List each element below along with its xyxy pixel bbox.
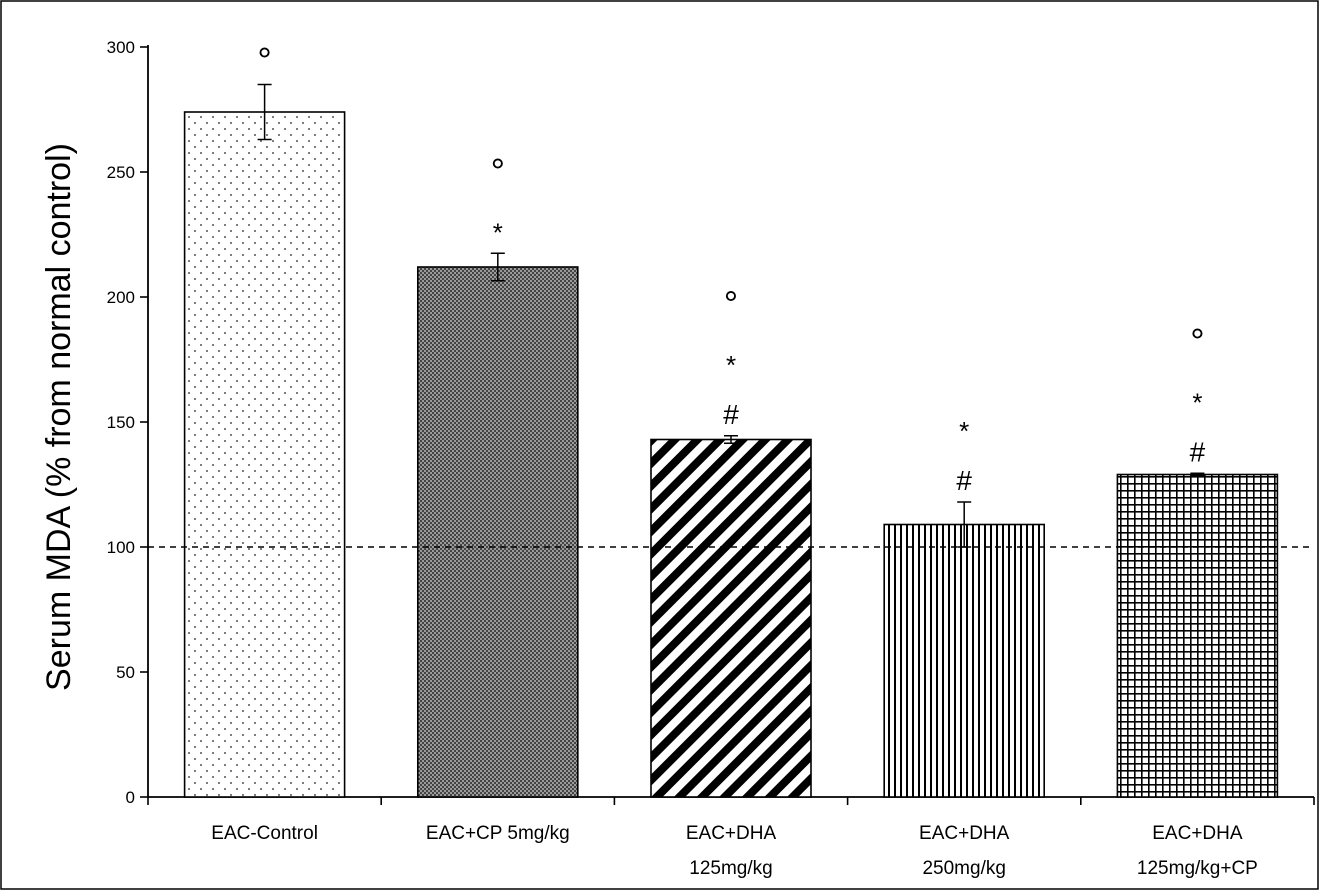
significance-mark: #: [723, 399, 739, 430]
significance-mark: *: [1192, 387, 1202, 417]
y-tick-label: 300: [107, 38, 135, 57]
bar: [883, 523, 1046, 798]
x-category-label: 125mg/kg: [689, 858, 772, 879]
significance-mark: *: [493, 217, 503, 247]
x-category-label: EAC+CP 5mg/kg: [426, 823, 570, 844]
significance-mark: #: [956, 465, 972, 496]
significance-mark: °: [724, 283, 738, 324]
y-tick-label: 100: [107, 538, 135, 557]
significance-mark: *: [726, 350, 736, 380]
x-category-label: 125mg/kg+CP: [1137, 858, 1258, 879]
bar: [1116, 473, 1279, 798]
bar: [650, 438, 812, 798]
y-tick-label: 150: [107, 413, 135, 432]
x-category-label: EAC+DHA: [919, 823, 1010, 844]
significance-mark: °: [257, 40, 271, 81]
x-category-label: EAC+DHA: [686, 823, 777, 844]
significance-mark: *: [959, 416, 969, 446]
y-axis-title: Serum MDA (% from normal control): [40, 143, 78, 691]
y-tick-label: 0: [126, 788, 135, 807]
y-tick-label: 250: [107, 163, 135, 182]
bar: [183, 111, 346, 798]
x-category-label: EAC+DHA: [1152, 823, 1243, 844]
significance-mark: °: [1190, 320, 1204, 361]
x-category-label: 250mg/kg: [922, 858, 1005, 879]
bar: [416, 266, 579, 798]
y-tick-label: 200: [107, 288, 135, 307]
significance-mark: °: [491, 150, 505, 191]
x-category-label: EAC-Control: [211, 823, 318, 844]
y-tick-label: 50: [116, 663, 135, 682]
significance-mark: #: [1190, 436, 1206, 467]
plot-area: 0 50 100 150 200 250 300 ° * ° # * ° # * # * ° EAC-Control…: [107, 38, 1315, 879]
